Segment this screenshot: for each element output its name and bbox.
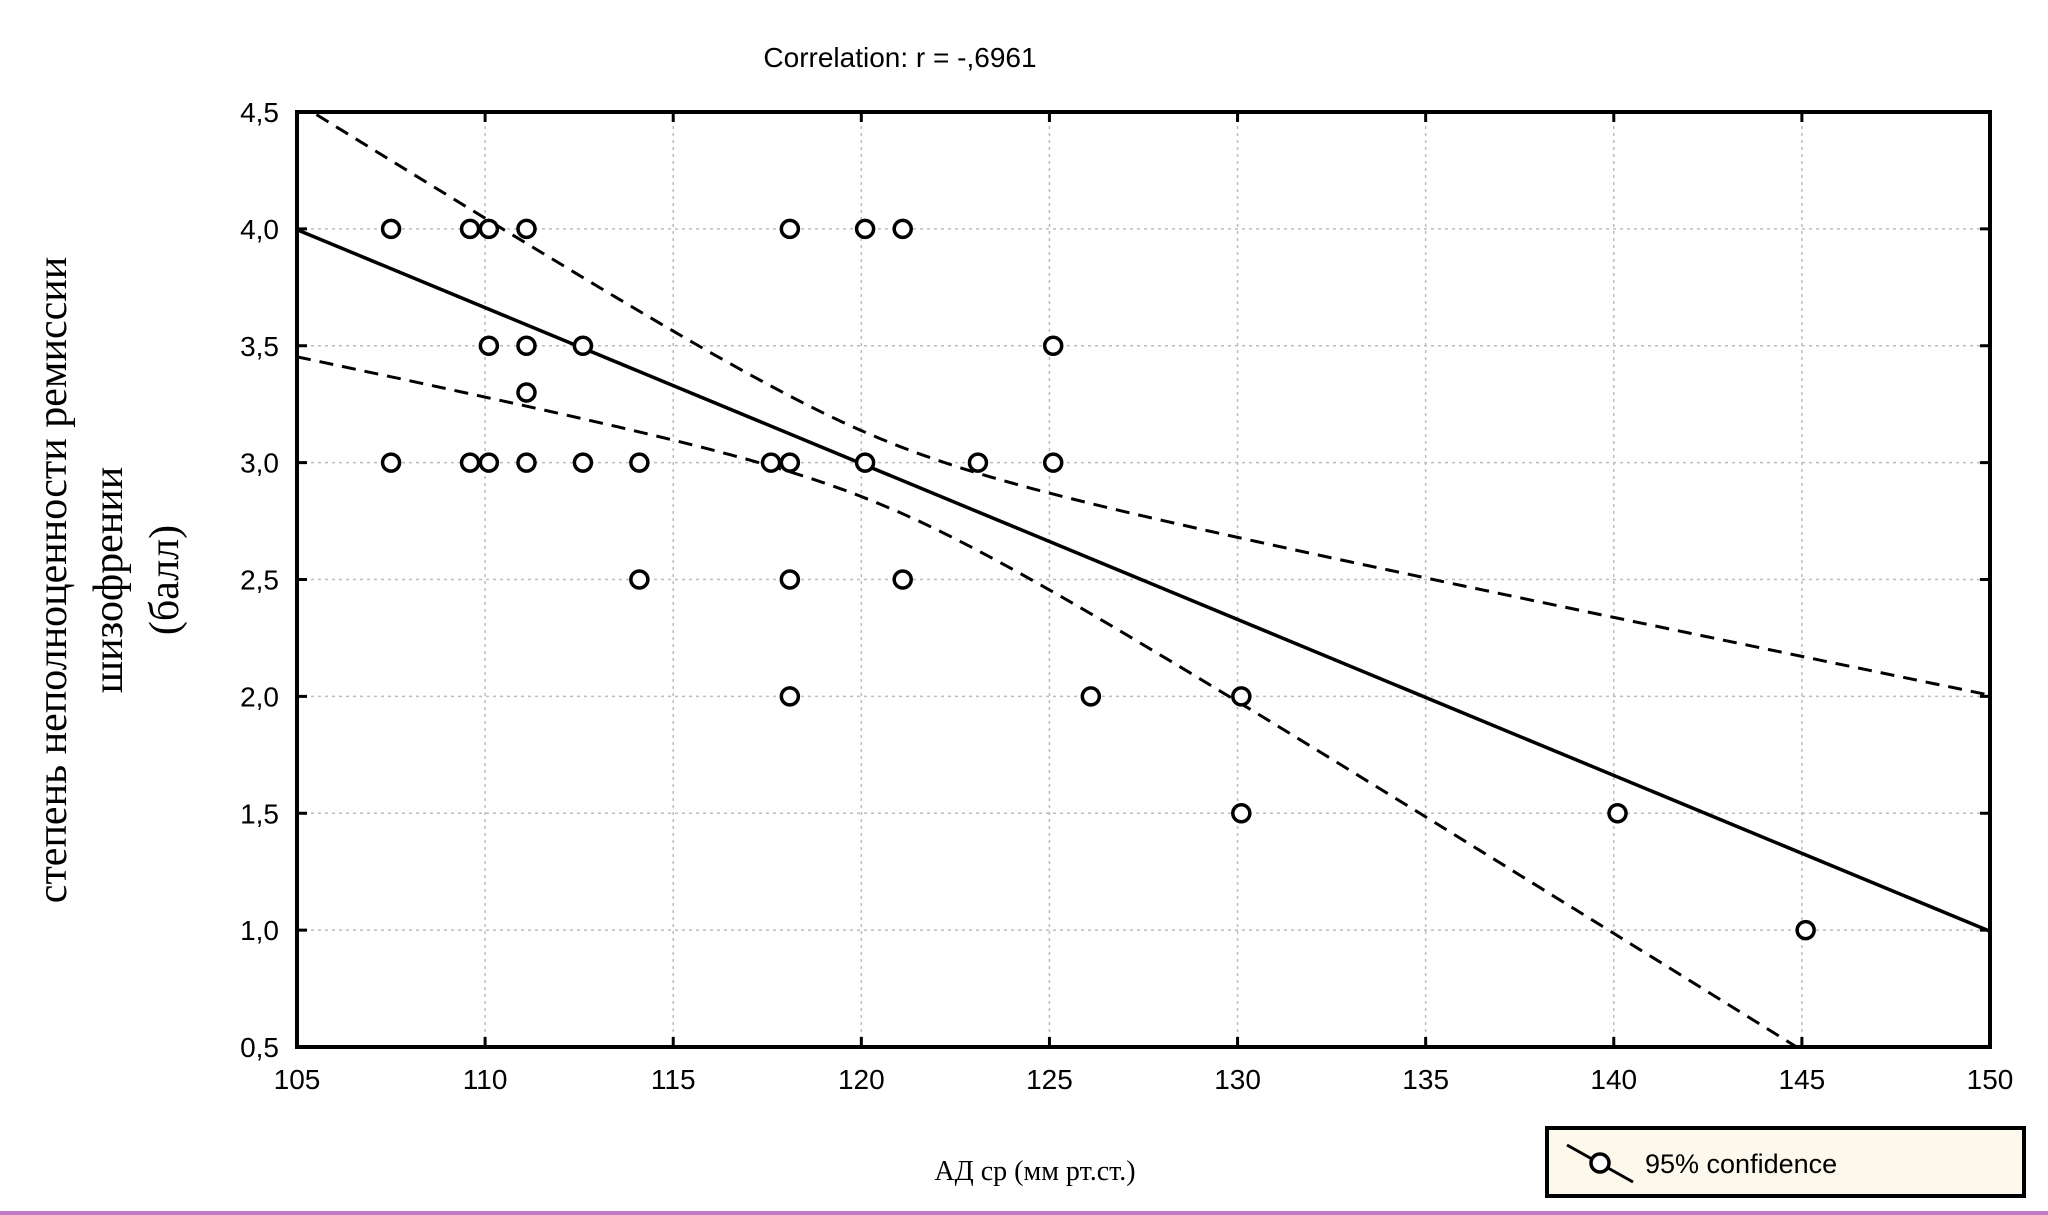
data-point bbox=[516, 335, 537, 356]
data-point bbox=[516, 382, 537, 403]
data-point bbox=[380, 452, 402, 473]
y-tick-label: 2,0 bbox=[240, 681, 279, 712]
legend-box bbox=[1545, 1126, 2026, 1198]
data-point bbox=[478, 335, 500, 356]
data-point bbox=[516, 452, 537, 473]
x-tick-label: 145 bbox=[1779, 1064, 1826, 1095]
data-point bbox=[892, 569, 913, 590]
legend: 95% confidence bbox=[1545, 1126, 2026, 1198]
data-point bbox=[967, 452, 989, 473]
data-point bbox=[459, 452, 481, 473]
data-point bbox=[779, 452, 801, 473]
data-point bbox=[779, 569, 801, 590]
x-tick-label: 140 bbox=[1590, 1064, 1637, 1095]
x-tick-label: 115 bbox=[651, 1064, 696, 1095]
y-tick-label: 4,0 bbox=[240, 214, 279, 245]
data-point bbox=[760, 452, 782, 473]
data-point bbox=[1231, 803, 1252, 824]
data-point bbox=[1042, 452, 1064, 473]
legend-circle-marker-icon bbox=[1589, 1152, 1611, 1174]
chart-title: Correlation: r = -,6961 bbox=[763, 42, 1036, 73]
regression-line-group bbox=[297, 228, 1990, 933]
x-tick-label: 150 bbox=[1967, 1064, 2014, 1095]
data-point bbox=[1795, 919, 1816, 941]
lower-confidence-line bbox=[297, 355, 1800, 1047]
legend-entry-label: 95% confidence bbox=[1645, 1149, 1837, 1179]
x-tick-label: 130 bbox=[1214, 1064, 1261, 1095]
y-axis-label-line-1: степень неполноценности ремиссии bbox=[30, 257, 76, 903]
data-point bbox=[478, 452, 500, 473]
y-axis-label-line-2: шизофрении bbox=[86, 467, 132, 693]
data-points bbox=[380, 218, 1816, 941]
y-tick-label: 3,0 bbox=[240, 448, 279, 479]
y-tick-label: 2,5 bbox=[240, 565, 279, 596]
y-axis-label-line-3: (балл) bbox=[142, 525, 188, 635]
data-point bbox=[854, 218, 876, 240]
data-point bbox=[572, 335, 594, 356]
x-tick-label: 135 bbox=[1402, 1064, 1449, 1095]
x-tick-label: 110 bbox=[463, 1064, 508, 1095]
x-tick-label: 120 bbox=[838, 1064, 885, 1095]
regression-line bbox=[297, 228, 1990, 933]
data-point bbox=[779, 686, 801, 707]
data-point bbox=[892, 218, 913, 240]
data-point bbox=[459, 218, 481, 240]
y-tick-label: 1,5 bbox=[240, 798, 279, 829]
y-tick-label: 1,0 bbox=[240, 915, 279, 946]
y-tick-label: 0,5 bbox=[240, 1032, 279, 1063]
data-point bbox=[572, 452, 594, 473]
x-axis-ticks: 105 110 115 120 125 130 135 140 145 150 bbox=[274, 112, 2014, 1095]
data-point bbox=[629, 569, 650, 590]
data-point bbox=[1042, 335, 1064, 356]
bottom-border-line bbox=[0, 1211, 2048, 1215]
data-point bbox=[380, 218, 402, 240]
data-point bbox=[478, 218, 500, 240]
confidence-bands bbox=[297, 112, 1990, 1047]
upper-confidence-line bbox=[309, 112, 1990, 697]
y-tick-label: 3,5 bbox=[240, 331, 279, 362]
data-point bbox=[629, 452, 650, 473]
y-axis-ticks: 0,5 1,0 1,5 2,0 2,5 3,0 3,5 4,0 4,5 bbox=[240, 97, 1990, 1063]
x-tick-label: 125 bbox=[1026, 1064, 1073, 1095]
data-point bbox=[779, 218, 801, 240]
x-tick-label: 105 bbox=[274, 1064, 321, 1095]
data-point bbox=[854, 452, 876, 473]
data-point bbox=[1231, 686, 1252, 707]
y-tick-label: 4,5 bbox=[240, 97, 279, 128]
data-point bbox=[1080, 686, 1102, 707]
x-axis-label: АД ср (мм рт.ст.) bbox=[934, 1156, 1135, 1187]
data-point bbox=[1607, 803, 1628, 824]
data-point bbox=[516, 218, 537, 240]
